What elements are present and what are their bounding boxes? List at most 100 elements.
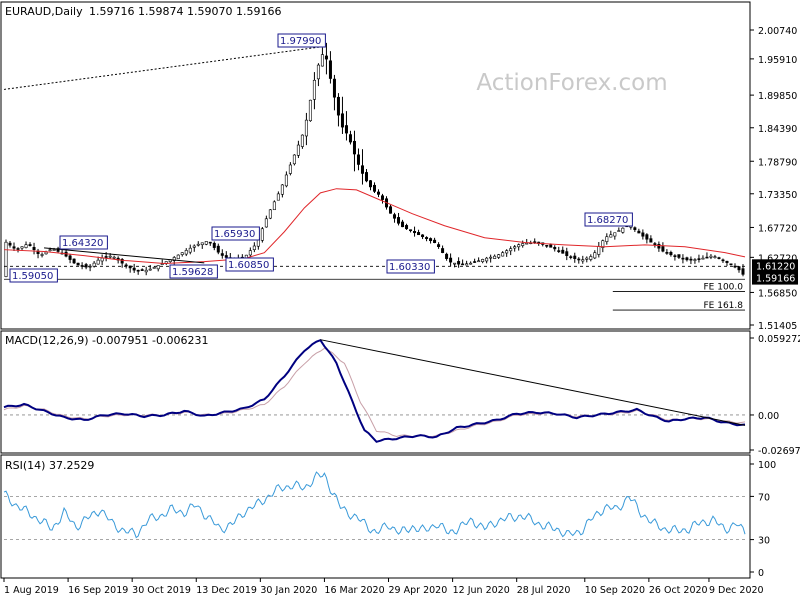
candle-body xyxy=(304,119,308,137)
candle-body xyxy=(312,79,316,100)
candle-body xyxy=(601,240,605,248)
candle-body xyxy=(56,248,60,252)
price-axis-label: 1.56850 xyxy=(758,288,797,299)
candle-body xyxy=(421,234,425,238)
candle-body xyxy=(16,248,20,250)
candle-body xyxy=(44,251,48,255)
candle-body xyxy=(685,257,689,261)
price-axis-label: 1.62720 xyxy=(758,253,797,264)
price-annotation-box xyxy=(584,212,633,227)
price-axis-label: 1.73350 xyxy=(758,190,797,201)
candle-body xyxy=(377,191,381,195)
candle-body xyxy=(709,255,713,258)
x-axis-label: 13 Dec 2019 xyxy=(196,585,257,596)
candle-body xyxy=(649,238,653,243)
price-annotation-label: 1.60850 xyxy=(228,260,269,271)
fe-label-100: FE 100.0 xyxy=(704,283,744,293)
candle-body xyxy=(340,113,344,128)
candle-body xyxy=(737,266,741,271)
candle-body xyxy=(589,256,593,260)
candle-body xyxy=(449,257,453,263)
candle-body xyxy=(381,195,385,200)
candle-body xyxy=(393,214,397,219)
candle-body xyxy=(645,234,649,240)
candle-body xyxy=(24,244,28,248)
candle-body xyxy=(280,184,284,195)
candle-body xyxy=(609,234,613,238)
candle-body xyxy=(433,239,437,244)
rsi-axis-label: 70 xyxy=(758,492,770,503)
candle-body xyxy=(457,261,461,265)
candle-body xyxy=(356,154,360,165)
candle-body xyxy=(84,264,88,268)
candle-body xyxy=(477,260,481,263)
candle-body xyxy=(505,250,509,254)
candle-body xyxy=(20,246,24,249)
candle-body xyxy=(300,134,304,147)
candle-body xyxy=(453,262,457,265)
candle-body xyxy=(48,249,52,251)
x-axis-label: 30 Oct 2019 xyxy=(132,585,191,596)
candle-body xyxy=(336,96,340,116)
candle-body xyxy=(72,258,76,264)
candle-body xyxy=(4,241,8,277)
candle-body xyxy=(441,248,445,253)
price-axis-label: 1.51405 xyxy=(758,321,797,332)
candle-body xyxy=(557,250,561,252)
watermark: ActionForex.com xyxy=(476,70,667,96)
candle-body xyxy=(184,250,188,255)
candle-body xyxy=(180,252,184,255)
candle-body xyxy=(497,254,501,258)
candle-body xyxy=(509,248,513,252)
x-axis-label: 29 Apr 2020 xyxy=(389,585,448,596)
x-axis-label: 30 Jan 2020 xyxy=(260,585,317,596)
candle-body xyxy=(621,227,625,233)
price-annotation-box xyxy=(9,268,58,283)
x-axis-label: 9 Dec 2020 xyxy=(709,585,764,596)
candle-body xyxy=(220,253,224,256)
candle-body xyxy=(561,249,565,254)
current-price-tag-bg xyxy=(752,271,798,285)
ref-price-tag: 1.61220 xyxy=(756,261,795,272)
candle-body xyxy=(264,218,268,228)
price-annotation-box xyxy=(59,235,108,250)
candle-body xyxy=(617,230,621,232)
candle-body xyxy=(148,268,152,271)
price-annotation-box xyxy=(277,33,326,48)
price-annotation-label: 1.59628 xyxy=(172,267,213,278)
candle-body xyxy=(733,265,737,268)
candle-body xyxy=(501,252,505,257)
candle-body xyxy=(308,99,312,122)
macd-axis-label: -0.026978 xyxy=(758,446,800,457)
x-axis-label: 12 Jun 2020 xyxy=(453,585,510,596)
candle-body xyxy=(224,255,228,258)
candle-body xyxy=(565,251,569,256)
candle-body xyxy=(28,244,32,247)
rsi-title: RSI(14) 37.2529 xyxy=(5,459,94,472)
candle-body xyxy=(493,255,497,259)
candle-body xyxy=(633,227,637,230)
price-axis-label: 1.95910 xyxy=(758,55,797,66)
candle-body xyxy=(573,255,577,259)
candle-body xyxy=(68,255,72,260)
candle-body xyxy=(92,262,96,267)
candle-body xyxy=(401,221,405,228)
candle-body xyxy=(352,140,356,155)
candle-body xyxy=(673,255,677,257)
moving-average-line xyxy=(3,188,746,264)
candle-body xyxy=(521,243,525,246)
candle-body xyxy=(12,246,16,249)
x-axis-label: 10 Sep 2020 xyxy=(585,585,645,596)
header-ohlc: 1.59716 1.59874 1.59070 1.59166 xyxy=(89,5,281,18)
candle-body xyxy=(577,258,581,261)
candle-body xyxy=(725,260,729,263)
candle-body xyxy=(276,193,280,201)
candle-body xyxy=(320,54,324,67)
price-panel-frame xyxy=(0,1,751,330)
candle-body xyxy=(112,256,116,259)
candle-body xyxy=(348,134,352,143)
candle-body xyxy=(52,249,56,251)
candle-body xyxy=(613,232,617,237)
candle-body xyxy=(172,257,176,261)
